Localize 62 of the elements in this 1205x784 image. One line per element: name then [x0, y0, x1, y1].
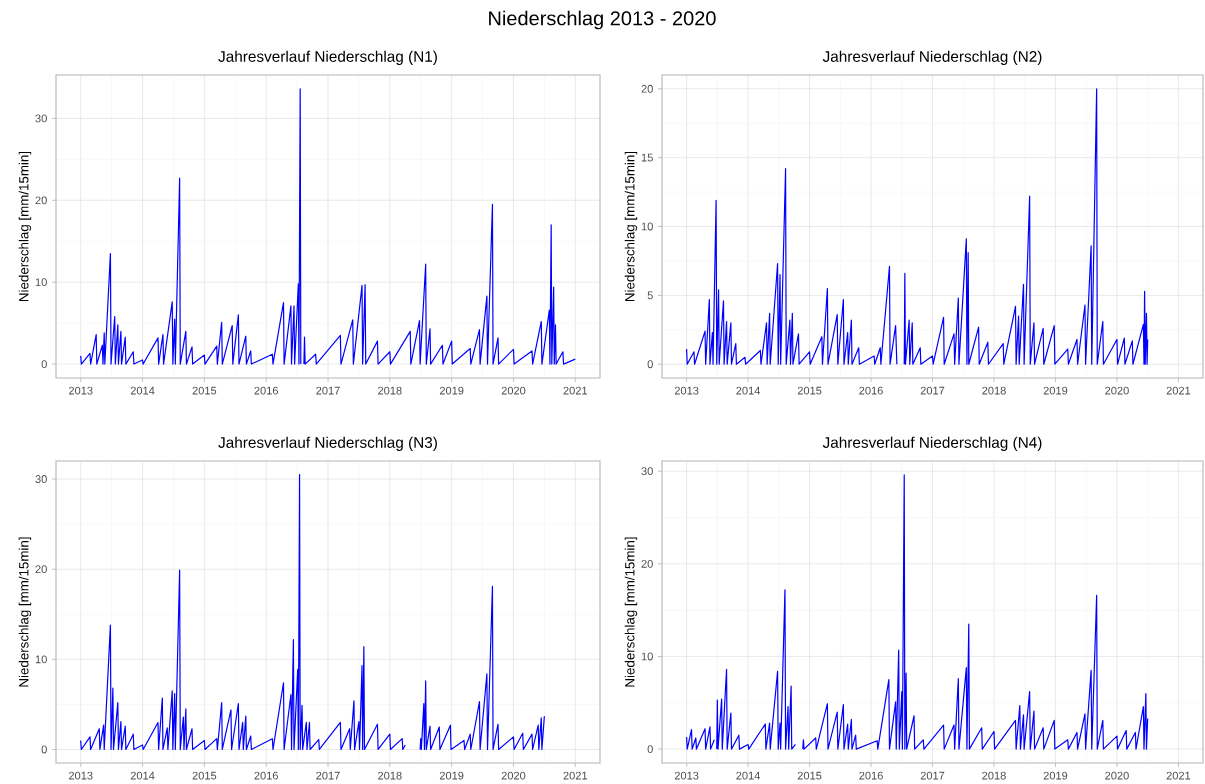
text: Niederschlag 2013 - 2020	[489, 10, 716, 30]
x-tick-label: 2019	[1043, 771, 1068, 780]
y-tick-label: 0	[647, 360, 653, 369]
y-axis-title: Niederschlag [mm/15min]	[18, 151, 32, 301]
x-tick-label: 2016	[254, 386, 278, 395]
chart-title: Jahresverlauf Niederschlag (N2)	[822, 50, 1042, 65]
y-tick-label: 30	[35, 475, 47, 483]
y-tick-label: 20	[35, 565, 47, 574]
y-tick-label: 15	[641, 153, 653, 162]
chart-title: Jahresverlauf Niederschlag (N1)	[218, 50, 437, 65]
y-tick-label: 10	[641, 222, 653, 231]
x-tick-label: 2019	[439, 771, 464, 780]
y-tick-label: 30	[641, 467, 653, 476]
x-tick-label: 2017	[920, 771, 945, 780]
y-axis-title: Niederschlag [mm/15min]	[624, 151, 638, 301]
x-tick-label: 2019	[439, 386, 464, 395]
x-tick-label: 2017	[316, 771, 340, 780]
y-tick-label: 10	[35, 655, 47, 664]
x-tick-label: 2014	[130, 771, 155, 780]
x-tick-label: 2015	[192, 386, 217, 395]
y-tick-label: 10	[641, 652, 653, 661]
x-tick-label: 2017	[316, 386, 340, 395]
y-tick-label: 0	[41, 745, 47, 754]
x-tick-label: 2014	[736, 386, 761, 395]
y-tick-label: 0	[647, 745, 653, 754]
x-tick-label: 2019	[1043, 386, 1068, 395]
x-tick-label: 2017	[920, 386, 945, 395]
x-tick-label: 2013	[674, 386, 699, 395]
y-axis-title: Niederschlag [mm/15min]	[624, 537, 638, 687]
x-tick-label: 2018	[378, 771, 402, 780]
x-tick-label: 2020	[1105, 771, 1129, 780]
y-tick-label: 5	[647, 291, 653, 300]
x-tick-label: 2021	[1166, 386, 1191, 395]
x-tick-label: 2020	[1105, 386, 1129, 395]
y-tick-label: 10	[35, 278, 47, 287]
x-tick-label: 2014	[736, 771, 761, 780]
x-tick-label: 2013	[674, 771, 699, 780]
x-tick-label: 2014	[130, 386, 155, 395]
x-tick-label: 2018	[378, 386, 402, 395]
x-tick-label: 2016	[859, 386, 883, 395]
chart-title: Jahresverlauf Niederschlag (N4)	[822, 436, 1042, 451]
chart-title: Jahresverlauf Niederschlag (N3)	[218, 436, 437, 451]
x-tick-label: 2016	[859, 771, 883, 780]
x-tick-label: 2013	[68, 771, 93, 780]
x-tick-label: 2021	[563, 771, 588, 780]
y-tick-label: 30	[35, 114, 47, 123]
x-tick-label: 2018	[982, 386, 1006, 395]
x-tick-label: 2020	[501, 771, 526, 780]
x-tick-label: 2016	[254, 771, 278, 780]
x-tick-label: 2015	[797, 771, 822, 780]
y-tick-label: 20	[35, 196, 47, 205]
x-tick-label: 2020	[501, 386, 526, 395]
x-tick-label: 2013	[68, 386, 93, 395]
y-tick-label: 20	[641, 84, 653, 93]
x-tick-label: 2015	[192, 771, 217, 780]
y-axis-title: Niederschlag [mm/15min]	[18, 537, 32, 687]
x-tick-label: 2021	[563, 386, 588, 395]
y-tick-label: 0	[41, 360, 47, 368]
x-tick-label: 2018	[982, 771, 1006, 780]
y-tick-label: 20	[641, 559, 653, 568]
x-tick-label: 2021	[1166, 771, 1191, 780]
x-tick-label: 2015	[797, 386, 822, 395]
